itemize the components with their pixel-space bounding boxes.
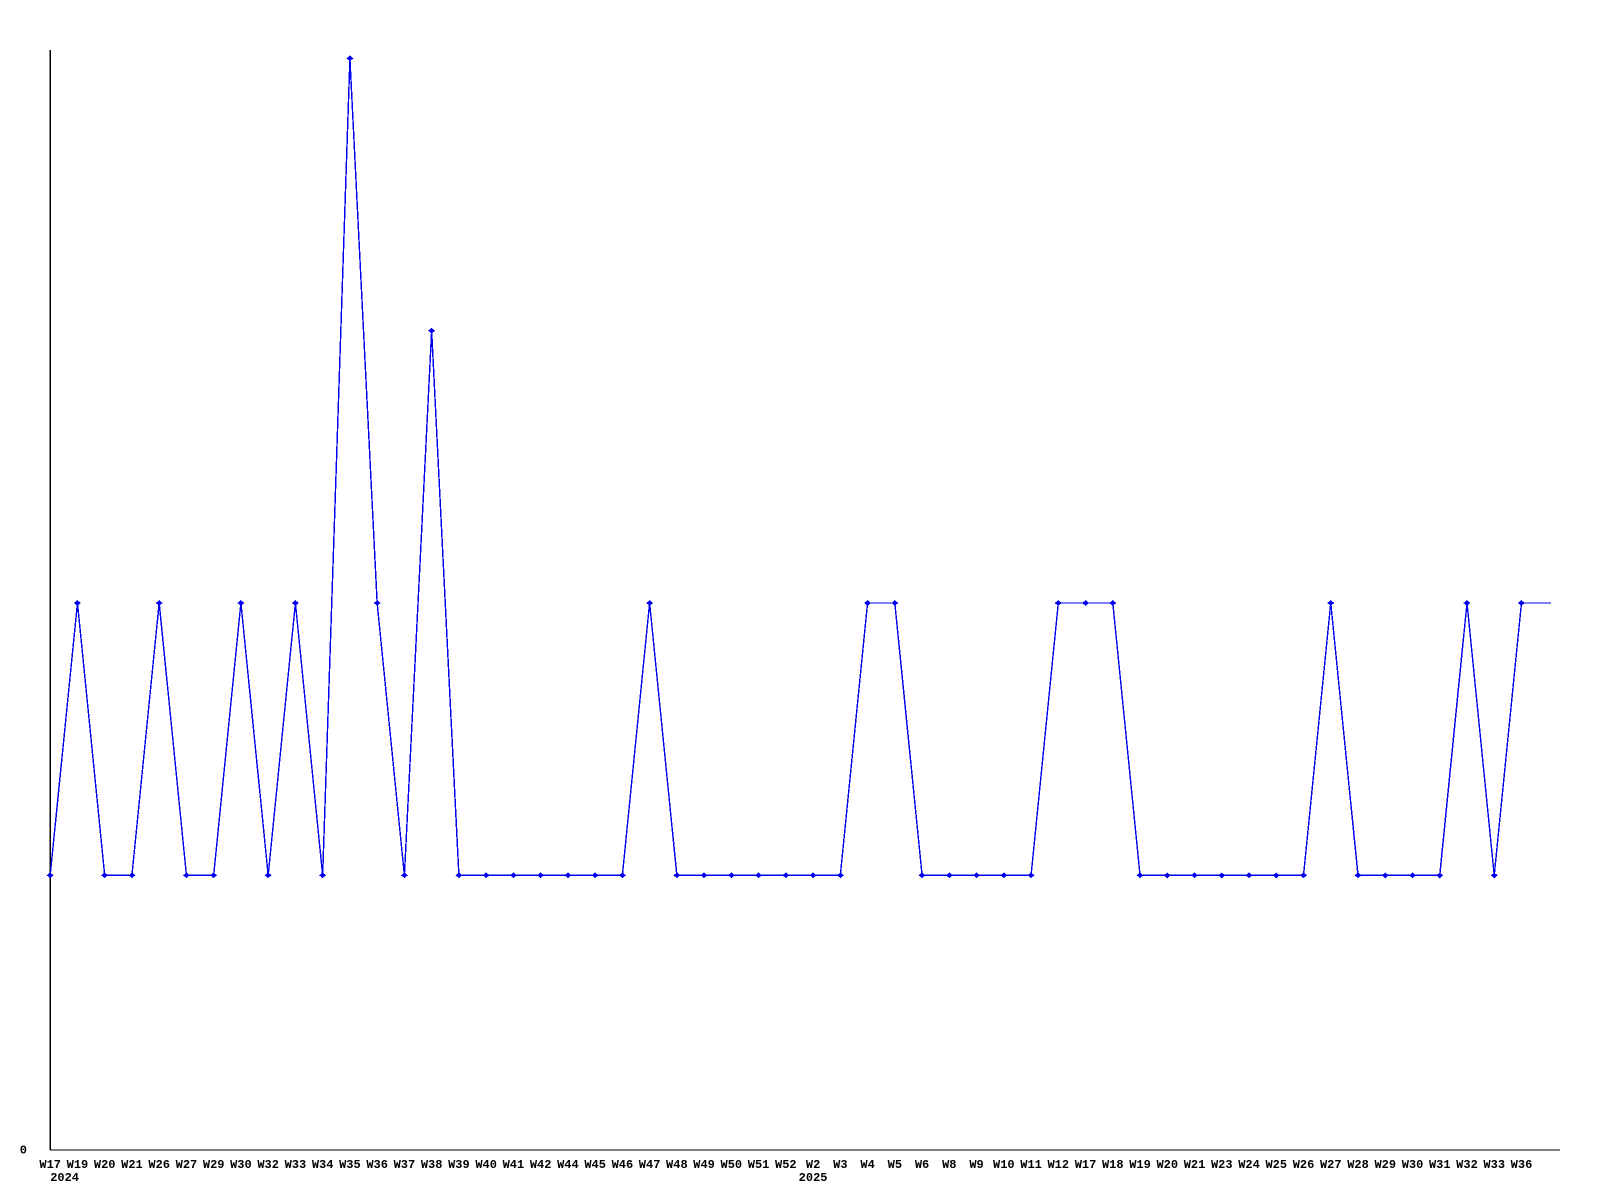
svg-text:2024: 2024 xyxy=(50,1171,79,1185)
svg-text:W49: W49 xyxy=(693,1158,715,1172)
svg-text:W11: W11 xyxy=(1020,1158,1042,1172)
svg-text:W29: W29 xyxy=(203,1158,225,1172)
svg-text:W51: W51 xyxy=(748,1158,770,1172)
svg-text:2025: 2025 xyxy=(799,1171,828,1185)
svg-text:W12: W12 xyxy=(1047,1158,1069,1172)
svg-text:W47: W47 xyxy=(639,1158,661,1172)
svg-text:W31: W31 xyxy=(1429,1158,1451,1172)
svg-text:W5: W5 xyxy=(888,1158,902,1172)
svg-text:W21: W21 xyxy=(1184,1158,1206,1172)
svg-text:W29: W29 xyxy=(1374,1158,1396,1172)
svg-text:W27: W27 xyxy=(176,1158,198,1172)
svg-text:W36: W36 xyxy=(1511,1158,1533,1172)
svg-text:W36: W36 xyxy=(366,1158,388,1172)
svg-text:W46: W46 xyxy=(612,1158,634,1172)
svg-text:W30: W30 xyxy=(230,1158,252,1172)
svg-text:W45: W45 xyxy=(584,1158,606,1172)
svg-text:W17: W17 xyxy=(1075,1158,1097,1172)
svg-text:W28: W28 xyxy=(1347,1158,1369,1172)
svg-text:W20: W20 xyxy=(94,1158,116,1172)
svg-text:W17: W17 xyxy=(39,1158,61,1172)
svg-text:W35: W35 xyxy=(339,1158,361,1172)
svg-text:W40: W40 xyxy=(475,1158,497,1172)
svg-text:W33: W33 xyxy=(285,1158,307,1172)
svg-text:W52: W52 xyxy=(775,1158,797,1172)
svg-text:W34: W34 xyxy=(312,1158,334,1172)
svg-text:W39: W39 xyxy=(448,1158,470,1172)
svg-text:W27: W27 xyxy=(1320,1158,1342,1172)
svg-text:W8: W8 xyxy=(942,1158,956,1172)
svg-text:W2: W2 xyxy=(806,1158,820,1172)
svg-text:W9: W9 xyxy=(969,1158,983,1172)
svg-text:W33: W33 xyxy=(1483,1158,1505,1172)
svg-text:W20: W20 xyxy=(1156,1158,1178,1172)
svg-text:W26: W26 xyxy=(1293,1158,1315,1172)
svg-text:W19: W19 xyxy=(1129,1158,1151,1172)
svg-text:W32: W32 xyxy=(257,1158,279,1172)
svg-text:W37: W37 xyxy=(394,1158,416,1172)
svg-text:W4: W4 xyxy=(860,1158,874,1172)
svg-text:W23: W23 xyxy=(1211,1158,1233,1172)
svg-text:W44: W44 xyxy=(557,1158,579,1172)
svg-text:W6: W6 xyxy=(915,1158,929,1172)
svg-text:W18: W18 xyxy=(1102,1158,1124,1172)
svg-text:W32: W32 xyxy=(1456,1158,1478,1172)
svg-text:W38: W38 xyxy=(421,1158,443,1172)
svg-text:W19: W19 xyxy=(67,1158,89,1172)
svg-text:W10: W10 xyxy=(993,1158,1015,1172)
svg-text:W41: W41 xyxy=(503,1158,525,1172)
svg-text:W30: W30 xyxy=(1402,1158,1424,1172)
svg-text:0: 0 xyxy=(20,1144,27,1158)
svg-text:W26: W26 xyxy=(148,1158,170,1172)
svg-text:W50: W50 xyxy=(721,1158,743,1172)
svg-text:W24: W24 xyxy=(1238,1158,1260,1172)
svg-text:W3: W3 xyxy=(833,1158,847,1172)
svg-text:W25: W25 xyxy=(1265,1158,1287,1172)
svg-text:W42: W42 xyxy=(530,1158,552,1172)
svg-text:W21: W21 xyxy=(121,1158,143,1172)
svg-text:W48: W48 xyxy=(666,1158,688,1172)
